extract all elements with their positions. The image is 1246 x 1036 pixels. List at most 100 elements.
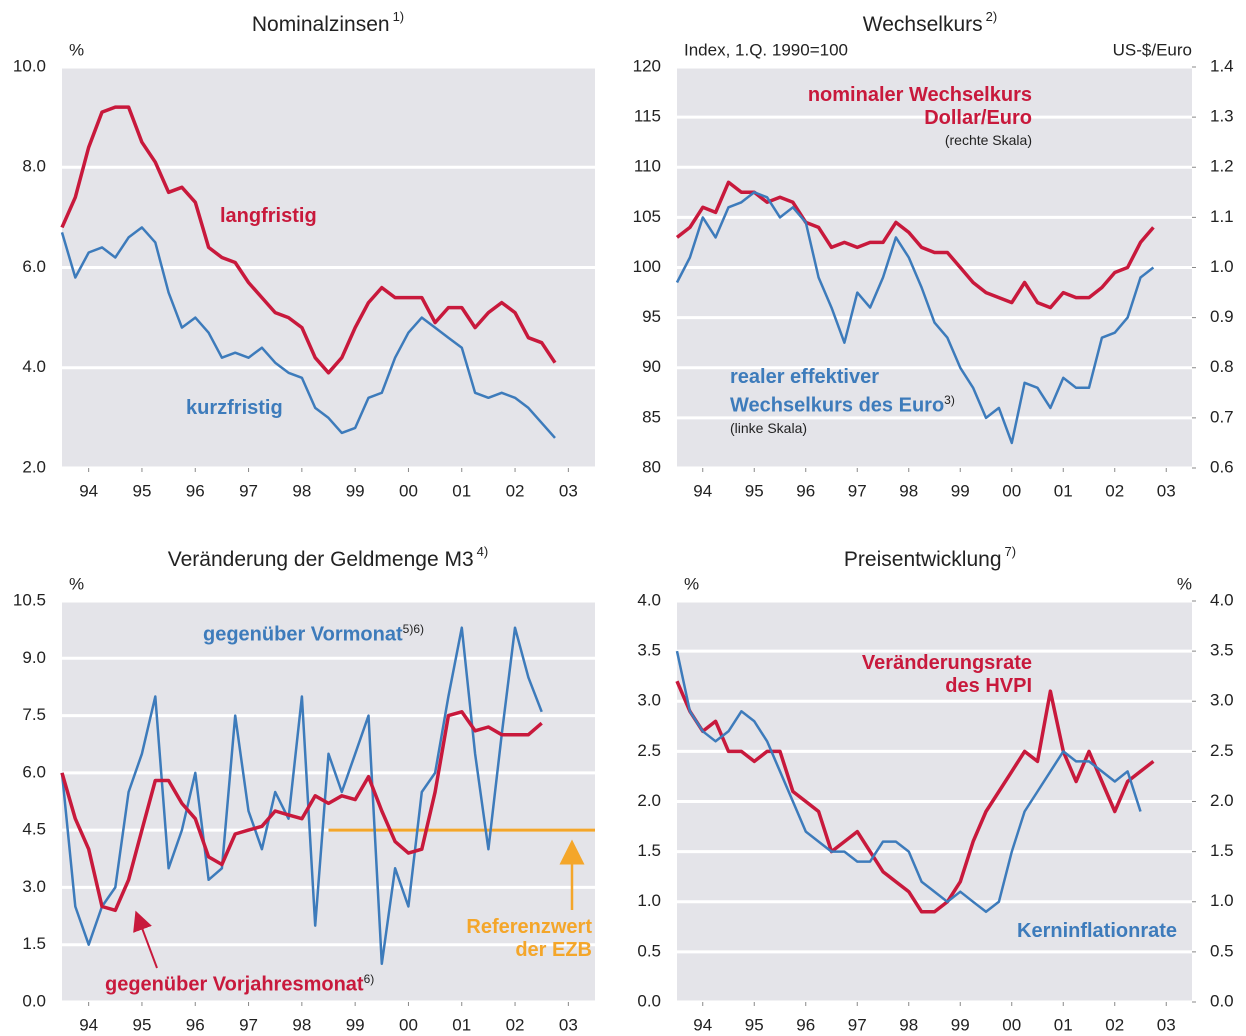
x-tick-label: 00	[399, 1015, 418, 1034]
chart-title: Wechselkurs 2)	[863, 9, 997, 35]
y-tick-label: 1.5	[637, 841, 661, 860]
x-tick-label: 94	[79, 1015, 98, 1034]
label-text: Veränderungsrate des HVPI	[861, 652, 1032, 697]
x-tick-label: 97	[848, 481, 867, 500]
reference-label-line: Referenzwert	[466, 916, 592, 938]
y-tick-label: 2.5	[637, 741, 661, 760]
y2-tick-label: 0.7	[1210, 407, 1234, 426]
label-note: (rechte Skala)	[944, 132, 1032, 148]
annotation-arrow	[133, 910, 158, 969]
y2-tick-label: 0.6	[1210, 457, 1234, 476]
x-tick-label: 95	[132, 481, 151, 500]
y-tick-label: 3.0	[637, 691, 661, 710]
series-line	[675, 191, 1155, 445]
chart-title: Preisentwicklung 7)	[844, 544, 1016, 570]
y2-tick-label: 3.5	[1210, 641, 1234, 660]
series-line	[675, 680, 1155, 914]
y-tick-label: 85	[642, 407, 661, 426]
x-tick-label: 96	[186, 481, 205, 500]
x-tick-label: 94	[79, 481, 98, 500]
unit-right: %	[1177, 574, 1192, 593]
y2-tick-label: 1.3	[1210, 107, 1234, 126]
y-tick-label: 105	[633, 207, 661, 226]
x-tick-label: 98	[292, 1015, 311, 1034]
y2-tick-label: 1.1	[1210, 207, 1234, 226]
y-tick-label: 1.0	[637, 891, 661, 910]
chart-title-text: Preisentwicklung	[844, 548, 1002, 571]
chart-title: Veränderung der Geldmenge M3 4)	[168, 544, 488, 570]
x-tick-label: 01	[452, 1015, 471, 1034]
y-tick-label: 100	[633, 257, 661, 276]
series-line	[60, 626, 543, 966]
y-tick-label: 9.0	[22, 648, 46, 667]
series-label: realer effektiver Wechselkurs des Euro3)…	[730, 366, 992, 438]
x-tick-label: 98	[899, 1015, 918, 1034]
y-tick-label: 95	[642, 307, 661, 326]
y-tick-label: 7.5	[22, 705, 46, 724]
x-tick-label: 96	[796, 481, 815, 500]
y2-tick-label: 1.0	[1210, 257, 1234, 276]
label-note: 6)	[363, 972, 375, 986]
series-label: gegenüber Vorjahresmonat6)	[105, 968, 435, 997]
label-note: 3)	[944, 393, 955, 407]
x-tick-label: 03	[1157, 481, 1176, 500]
x-tick-label: 99	[346, 481, 365, 500]
x-tick-label: 01	[1054, 1015, 1073, 1034]
label-text: gegenüber Vorjahresmonat	[105, 973, 364, 996]
x-tick-label: 99	[346, 1015, 365, 1034]
y-tick-label: 90	[642, 357, 661, 376]
chart-title-text: Wechselkurs	[863, 13, 983, 36]
label-text: Kerninflationrate	[1017, 920, 1178, 942]
y-tick-label: 2.0	[637, 791, 661, 810]
y2-tick-label: 0.8	[1210, 357, 1234, 376]
x-tick-label: 98	[292, 481, 311, 500]
y2-tick-label: 0.5	[1210, 941, 1234, 960]
y-tick-label: 110	[634, 157, 661, 176]
label-text: langfristig	[220, 205, 317, 227]
y-tick-label: 3.5	[637, 641, 661, 660]
y-tick-label: 0.5	[637, 941, 661, 960]
reference-label: Referenzwert der EZB	[420, 916, 592, 962]
label-note: 5)6)	[402, 622, 424, 636]
unit-left: %	[69, 574, 84, 593]
x-tick-label: 03	[1157, 1015, 1176, 1034]
y-tick-label: 3.0	[22, 877, 46, 896]
y-tick-label: 8.0	[22, 157, 46, 176]
y-tick-label: 115	[634, 107, 661, 126]
x-tick-label: 97	[239, 1015, 258, 1034]
y-tick-label: 2.0	[22, 457, 46, 476]
series-label: gegenüber Vormonat5)6)	[203, 618, 503, 647]
y2-tick-label: 0.9	[1210, 307, 1234, 326]
x-tick-label: 01	[1054, 481, 1073, 500]
x-tick-label: 00	[1002, 481, 1021, 500]
x-tick-label: 97	[848, 1015, 867, 1034]
x-tick-label: 03	[559, 481, 578, 500]
y-tick-label: 4.0	[22, 357, 46, 376]
x-tick-label: 95	[132, 1015, 151, 1034]
x-tick-label: 02	[506, 481, 525, 500]
series-label: Kerninflationrate	[1017, 920, 1217, 943]
reference-label-line: der EZB	[515, 939, 592, 961]
x-tick-label: 94	[693, 1015, 712, 1034]
y2-tick-label: 1.4	[1210, 56, 1234, 75]
unit-left: Index, 1.Q. 1990=100	[684, 40, 848, 59]
y-tick-label: 6.0	[22, 762, 46, 781]
x-tick-label: 99	[951, 481, 970, 500]
chart-title-note: 7)	[1005, 544, 1017, 559]
label-text: nominaler Wechselkurs Dollar/Euro	[807, 84, 1032, 129]
x-tick-label: 94	[693, 481, 712, 500]
y-tick-label: 4.0	[637, 590, 661, 609]
chart-title-note: 4)	[477, 544, 489, 559]
y-tick-label: 10.0	[13, 56, 46, 75]
y-tick-label: 1.5	[22, 934, 46, 953]
x-tick-label: 97	[239, 481, 258, 500]
series-line	[60, 710, 543, 913]
x-tick-label: 99	[951, 1015, 970, 1034]
series-line	[60, 226, 556, 439]
x-tick-label: 02	[1105, 1015, 1124, 1034]
x-tick-label: 00	[1002, 1015, 1021, 1034]
label-text: realer effektiver Wechselkurs des Euro	[730, 366, 945, 417]
y2-tick-label: 0.0	[1210, 991, 1234, 1010]
